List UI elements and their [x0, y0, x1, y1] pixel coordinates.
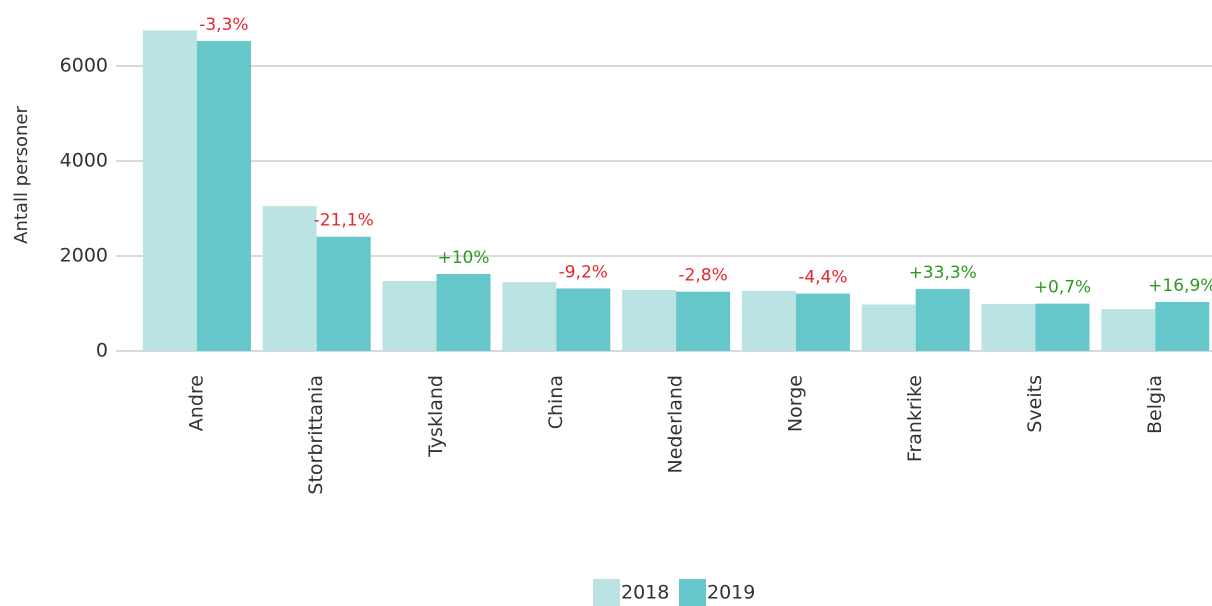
legend-swatch	[593, 579, 620, 606]
x-tick-label: Belgia	[1144, 375, 1166, 434]
annotation: -2,8%	[678, 266, 727, 286]
bar	[622, 289, 677, 351]
y-axis-label: Antall personer	[11, 106, 32, 244]
bar	[1035, 303, 1090, 351]
bar	[262, 206, 317, 351]
bar	[1155, 301, 1210, 351]
bar	[382, 280, 437, 351]
bar	[981, 303, 1036, 351]
annotation: +0,7%	[1034, 278, 1091, 298]
annotation: -21,1%	[314, 211, 374, 231]
y-tick-label: 6000	[60, 55, 108, 77]
bar	[741, 290, 796, 351]
bar	[436, 274, 491, 351]
bar	[795, 293, 850, 351]
x-tick-label: Sveits	[1024, 375, 1046, 433]
y-tick-label: 2000	[60, 245, 108, 267]
annotation: -4,4%	[798, 268, 847, 288]
bar	[502, 282, 557, 351]
bar	[1101, 309, 1156, 351]
x-tick-label: Norge	[784, 375, 806, 432]
bar	[556, 288, 611, 351]
y-tick-label: 4000	[60, 150, 108, 172]
bar	[861, 304, 916, 351]
x-tick-label: Storbrittania	[305, 375, 327, 495]
bar	[196, 40, 251, 351]
annotation: -3,3%	[199, 15, 248, 35]
x-tick-label: Frankrike	[904, 375, 926, 462]
x-tick-label: Nederland	[665, 375, 687, 474]
legend-label: 2018	[621, 582, 669, 604]
y-tick-label: 0	[96, 340, 108, 362]
legend-label: 2019	[707, 582, 755, 604]
x-tick-label: Tyskland	[425, 375, 447, 458]
bar	[142, 30, 197, 351]
annotation: -9,2%	[559, 262, 608, 282]
bar	[915, 288, 970, 351]
bar	[676, 291, 731, 351]
annotation: +10%	[437, 248, 489, 268]
bar	[316, 236, 371, 351]
x-tick-label: China	[545, 375, 567, 429]
annotation: +33,3%	[909, 263, 977, 283]
annotation: +16,9%	[1148, 276, 1212, 296]
legend-swatch	[679, 579, 706, 606]
x-tick-label: Andre	[185, 375, 207, 431]
